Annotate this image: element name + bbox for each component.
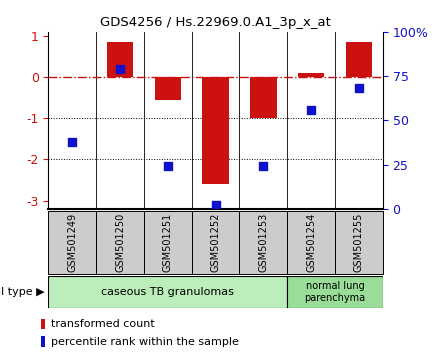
Text: GSM501251: GSM501251 xyxy=(163,213,173,272)
Bar xyxy=(298,73,324,77)
Point xyxy=(69,139,76,144)
Point xyxy=(117,66,124,72)
Point xyxy=(164,164,171,169)
Bar xyxy=(239,211,287,274)
Bar xyxy=(155,77,181,100)
Text: GSM501252: GSM501252 xyxy=(211,213,220,272)
Text: cell type ▶: cell type ▶ xyxy=(0,287,45,297)
Bar xyxy=(346,42,372,77)
Bar xyxy=(202,77,229,184)
Bar xyxy=(96,211,144,274)
Bar xyxy=(48,211,96,274)
Bar xyxy=(144,211,192,274)
Text: normal lung
parenchyma: normal lung parenchyma xyxy=(304,281,366,303)
Text: caseous TB granulomas: caseous TB granulomas xyxy=(101,287,234,297)
Bar xyxy=(287,276,383,308)
Text: GSM501249: GSM501249 xyxy=(67,213,77,272)
Text: GSM501250: GSM501250 xyxy=(115,213,125,272)
Text: GSM501254: GSM501254 xyxy=(306,213,316,272)
Bar xyxy=(287,211,335,274)
Bar xyxy=(335,211,383,274)
Title: GDS4256 / Hs.22969.0.A1_3p_x_at: GDS4256 / Hs.22969.0.A1_3p_x_at xyxy=(100,16,331,29)
Text: GSM501255: GSM501255 xyxy=(354,213,364,272)
Text: GSM501253: GSM501253 xyxy=(258,213,268,272)
Bar xyxy=(250,77,276,118)
Bar xyxy=(192,211,239,274)
Point xyxy=(356,86,363,91)
Bar xyxy=(40,319,45,329)
Bar xyxy=(48,276,287,308)
Text: percentile rank within the sample: percentile rank within the sample xyxy=(51,337,239,347)
Bar xyxy=(40,336,45,347)
Bar xyxy=(107,42,133,77)
Point xyxy=(260,164,267,169)
Point xyxy=(212,202,219,208)
Text: transformed count: transformed count xyxy=(51,319,155,329)
Point xyxy=(308,107,315,113)
